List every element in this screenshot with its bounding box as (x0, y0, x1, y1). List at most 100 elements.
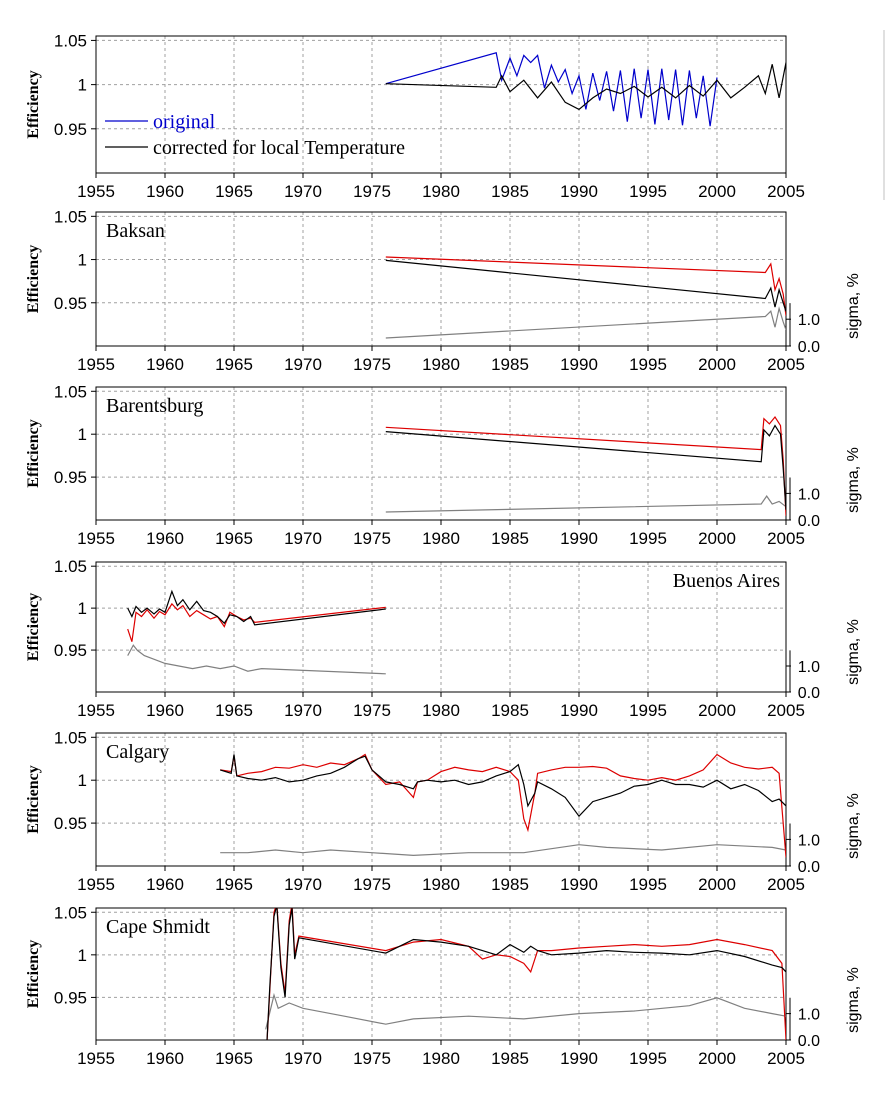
x-tick-label: 1975 (353, 529, 391, 548)
x-tick-label: 1980 (422, 875, 460, 894)
y2-tick-label: 1.0 (798, 659, 820, 676)
y-tick-label: 1.05 (54, 207, 87, 226)
x-tick-label: 1995 (629, 701, 667, 720)
y-tick-label: 0.95 (54, 641, 87, 660)
x-tick-label: 1970 (284, 1049, 322, 1068)
x-tick-label: 1985 (491, 875, 529, 894)
x-tick-label: 1980 (422, 182, 460, 201)
x-tick-label: 1980 (422, 355, 460, 374)
y2-tick-label: 1.0 (798, 1007, 820, 1024)
x-tick-label: 1990 (560, 182, 598, 201)
x-tick-label: 2000 (698, 355, 736, 374)
y-tick-label: 1 (78, 76, 87, 95)
y-tick-label: 0.95 (54, 988, 87, 1007)
station-name: Barentsburg (106, 395, 203, 417)
x-tick-label: 1990 (560, 701, 598, 720)
x-tick-label: 1990 (560, 355, 598, 374)
series-line-0 (266, 908, 786, 1040)
panel-2: 1955 1960 1965 1970 1975 1980 1985 1990 1995 2000… (25, 382, 862, 548)
x-tick-label: 1960 (146, 182, 184, 201)
x-tick-label: 1975 (353, 701, 391, 720)
series-line-1 (385, 259, 786, 312)
y2-axis-label: sigma, % (845, 273, 862, 339)
y-tick-label: 1 (78, 425, 87, 444)
x-tick-label: 1955 (77, 1049, 115, 1068)
y-axis-label: Efficiency (25, 70, 42, 138)
x-tick-label: 1965 (215, 1049, 253, 1068)
x-tick-label: 2000 (698, 701, 736, 720)
y2-axis-label: sigma, % (845, 967, 862, 1033)
x-tick-label: 1980 (422, 529, 460, 548)
x-tick-label: 1955 (77, 182, 115, 201)
x-tick-label: 2000 (698, 875, 736, 894)
x-tick-label: 1955 (77, 875, 115, 894)
x-tick-label: 2000 (698, 1049, 736, 1068)
series-line-2 (385, 306, 786, 339)
x-tick-label: 1975 (353, 875, 391, 894)
station-name: Buenos Aires (673, 570, 780, 592)
y-tick-label: 1.05 (54, 382, 87, 401)
x-tick-label: 1955 (77, 529, 115, 548)
y2-axis-label: sigma, % (845, 793, 862, 859)
station-name: Baksan (106, 220, 165, 242)
x-tick-label: 1975 (353, 182, 391, 201)
panel-1: 1955 1960 1965 1970 1975 1980 1985 1990 1995 2000… (25, 207, 862, 374)
y2-tick-label: 0.0 (798, 859, 820, 876)
x-tick-label: 1980 (422, 1049, 460, 1068)
x-tick-label: 1995 (629, 355, 667, 374)
x-tick-label: 1985 (491, 355, 529, 374)
y-axis-label: Efficiency (25, 765, 42, 833)
y-tick-label: 1 (78, 599, 87, 618)
x-tick-label: 1990 (560, 529, 598, 548)
x-tick-label: 2005 (767, 701, 805, 720)
y2-tick-label: 1.0 (798, 312, 820, 329)
x-tick-label: 1965 (215, 529, 253, 548)
x-tick-label: 2005 (767, 182, 805, 201)
y-axis-label: Efficiency (25, 940, 42, 1008)
y-tick-label: 0.95 (54, 120, 87, 139)
y-axis-label: Efficiency (25, 245, 42, 313)
y2-axis-label: sigma, % (845, 447, 862, 513)
y-tick-label: 1.05 (54, 728, 87, 747)
y2-tick-label: 1.0 (798, 832, 820, 849)
legend-label: original (153, 111, 216, 133)
x-tick-label: 1960 (146, 355, 184, 374)
x-tick-label: 2000 (698, 529, 736, 548)
y-tick-label: 1 (78, 946, 87, 965)
y-tick-label: 1 (78, 251, 87, 270)
x-tick-label: 1975 (353, 1049, 391, 1068)
y-tick-label: 0.95 (54, 294, 87, 313)
x-tick-label: 1970 (284, 355, 322, 374)
station-name: Cape Shmidt (106, 916, 210, 938)
x-tick-label: 2005 (767, 529, 805, 548)
x-tick-label: 1970 (284, 182, 322, 201)
x-tick-label: 1965 (215, 875, 253, 894)
y-tick-label: 0.95 (54, 468, 87, 487)
series-line-1 (266, 908, 786, 1040)
x-tick-label: 1965 (215, 701, 253, 720)
x-tick-label: 1985 (491, 701, 529, 720)
legend: original corrected for local Temperature (105, 111, 405, 159)
series-line-0 (385, 415, 786, 516)
y-tick-label: 0.95 (54, 814, 87, 833)
series-line-2 (265, 992, 786, 1030)
panel-0: 1955 1960 1965 1970 1975 1980 1985 1990 1995 2000… (25, 31, 805, 201)
legend-label: corrected for local Temperature (153, 137, 405, 159)
x-tick-label: 1995 (629, 1049, 667, 1068)
y2-axis-label: sigma, % (845, 619, 862, 685)
x-tick-label: 1960 (146, 1049, 184, 1068)
x-tick-label: 1985 (491, 1049, 529, 1068)
y2-tick-label: 0.0 (798, 339, 820, 356)
x-tick-label: 1985 (491, 529, 529, 548)
x-tick-label: 1995 (629, 875, 667, 894)
x-tick-label: 1970 (284, 875, 322, 894)
x-tick-label: 1980 (422, 701, 460, 720)
x-tick-label: 1990 (560, 875, 598, 894)
x-tick-label: 2005 (767, 355, 805, 374)
x-tick-label: 2005 (767, 1049, 805, 1068)
series-line-1 (385, 424, 786, 510)
station-name: Calgary (106, 741, 169, 763)
series-line-2 (220, 844, 786, 857)
